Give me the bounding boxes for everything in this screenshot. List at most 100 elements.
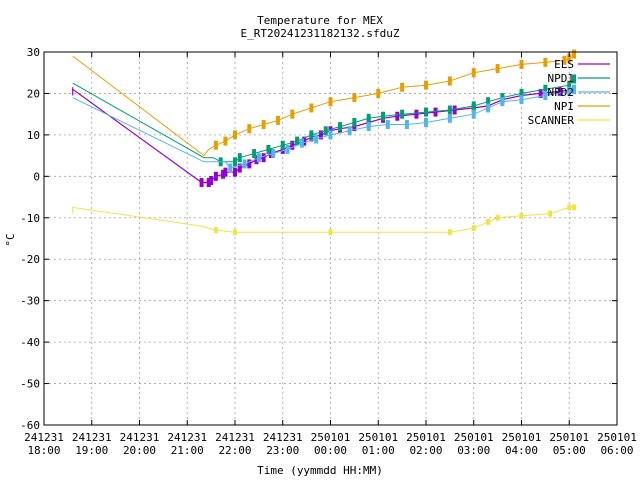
series-point-npi (290, 109, 295, 119)
series-point-npi (223, 136, 228, 146)
legend-label: ELS (554, 58, 574, 71)
series-point-npd1 (237, 153, 242, 163)
y-tick-label: 30 (27, 46, 40, 59)
x-tick-date: 241231 (167, 431, 207, 444)
y-tick-label: 20 (27, 87, 40, 100)
series-point-els (206, 178, 211, 188)
x-tick-time: 19:00 (75, 444, 108, 457)
series-point-npi (562, 55, 567, 65)
series-point-els (209, 175, 214, 185)
series-point-npd2 (328, 130, 333, 140)
series-point-npi (424, 80, 428, 90)
series-point-npi (233, 130, 237, 140)
series-point-npi (567, 53, 572, 63)
legend-label: NPI (554, 100, 574, 113)
series-point-npd1 (567, 80, 572, 90)
series-point-els (302, 136, 307, 146)
x-tick-date: 250101 (358, 431, 398, 444)
y-tick-label: -40 (20, 336, 40, 349)
x-tick-date: 241231 (72, 431, 112, 444)
series-point-npi (495, 64, 500, 74)
series-point-scanner (213, 227, 218, 234)
series-point-npd1 (266, 144, 271, 154)
series-point-npi (447, 76, 452, 86)
series-point-npd2 (366, 122, 371, 132)
y-axis-label: °C (4, 233, 17, 246)
series-point-npd1 (352, 117, 357, 127)
x-tick-date: 250101 (311, 431, 351, 444)
x-tick-date: 250101 (549, 431, 589, 444)
series-point-npi (261, 120, 266, 130)
series-point-npd1 (471, 101, 476, 111)
series-point-npd2 (228, 163, 233, 173)
series-point-npi (328, 97, 333, 107)
series-point-els (452, 105, 457, 115)
x-tick-time: 00:00 (314, 444, 347, 457)
series-point-npd1 (280, 140, 285, 150)
series-point-els (433, 107, 438, 117)
series-point-scanner (447, 229, 452, 236)
series-point-scanner (567, 204, 572, 211)
y-tick-label: 0 (33, 170, 40, 183)
series-point-npd1 (252, 149, 257, 159)
series-point-npd2 (543, 91, 548, 101)
series-point-npd2 (424, 117, 428, 127)
series-point-els (261, 153, 266, 163)
series-point-npd2 (314, 134, 319, 144)
x-tick-time: 02:00 (409, 444, 442, 457)
series-point-npd1 (295, 136, 300, 146)
x-tick-time: 18:00 (27, 444, 60, 457)
axis-ticks: 3020100-10-20-30-40-50-6024123118:002412… (20, 46, 637, 457)
series-point-npd2 (447, 113, 452, 123)
series-point-els (213, 171, 218, 181)
series-layer (72, 49, 577, 236)
series-point-npi (309, 103, 314, 113)
series-point-npd1 (519, 88, 524, 98)
series-point-npd2 (567, 86, 572, 96)
y-tick-label: -30 (20, 295, 40, 308)
series-point-npd1 (543, 84, 548, 94)
series-point-els (247, 159, 252, 169)
series-point-scanner (548, 210, 553, 217)
x-tick-time: 22:00 (218, 444, 251, 457)
chart-subtitle: E_RT20241231182132.sfduZ (241, 27, 400, 40)
series-point-els (221, 169, 226, 179)
series-point-npd2 (271, 149, 276, 159)
series-point-npi (400, 82, 405, 92)
series-point-els (237, 163, 242, 173)
series-point-npi (275, 115, 280, 125)
x-tick-time: 06:00 (600, 444, 633, 457)
series-point-els (268, 149, 273, 159)
series-point-npd2 (500, 97, 505, 107)
series-point-npd2 (285, 144, 290, 154)
x-tick-date: 241231 (263, 431, 303, 444)
x-tick-time: 01:00 (362, 444, 395, 457)
series-line-scanner (72, 206, 574, 233)
x-tick-time: 03:00 (457, 444, 490, 457)
series-point-els (199, 178, 204, 188)
series-point-npi (247, 124, 252, 134)
y-tick-label: 10 (27, 129, 40, 142)
series-point-npd2 (256, 153, 261, 163)
x-tick-date: 250101 (597, 431, 637, 444)
series-line-npd2 (72, 88, 575, 169)
series-point-scanner (486, 218, 491, 225)
x-tick-date: 250101 (406, 431, 446, 444)
x-tick-date: 241231 (120, 431, 160, 444)
x-tick-date: 250101 (502, 431, 542, 444)
series-point-npd2 (486, 103, 491, 113)
y-tick-label: -50 (20, 378, 40, 391)
series-point-scanner (328, 229, 333, 236)
legend-label: SCANNER (528, 114, 575, 127)
series-point-npd2 (299, 138, 304, 148)
x-tick-time: 23:00 (266, 444, 299, 457)
series-point-npi (519, 59, 524, 69)
series-point-npd1 (323, 126, 328, 136)
series-point-scanner (233, 229, 237, 236)
series-point-els (254, 155, 259, 165)
legend-label: NPD2 (548, 86, 575, 99)
series-point-scanner (572, 204, 577, 211)
series-point-els (414, 109, 419, 119)
